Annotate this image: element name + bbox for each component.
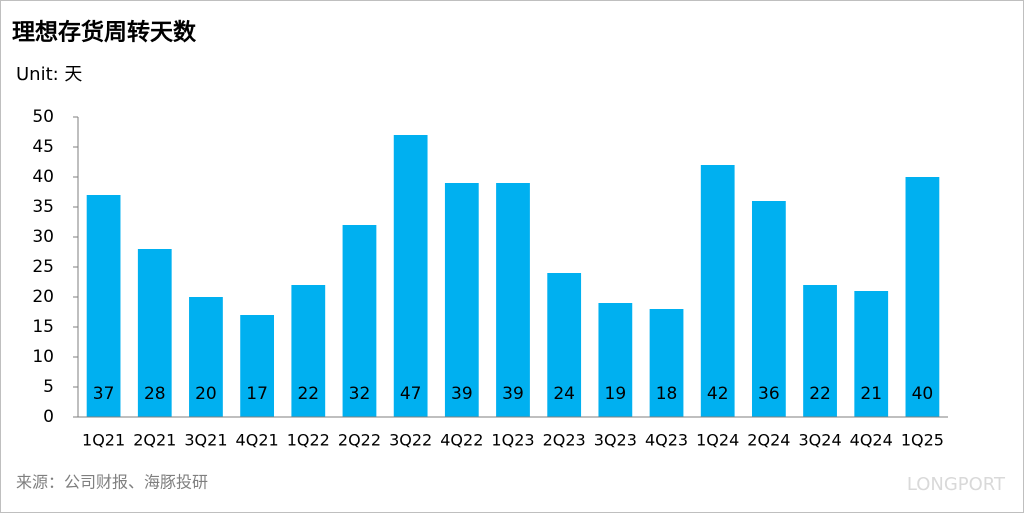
bar: [547, 273, 582, 417]
x-tick-label: 1Q24: [696, 431, 739, 450]
value-label: 20: [195, 384, 217, 404]
value-label: 21: [860, 384, 882, 404]
y-tick-label: 25: [32, 257, 54, 277]
bar: [649, 309, 684, 417]
x-tick-label: 3Q21: [184, 431, 227, 450]
x-tick-label: 4Q23: [645, 431, 688, 450]
x-tick-label: 1Q22: [287, 431, 330, 450]
value-label: 39: [502, 384, 524, 404]
x-tick-label: 2Q21: [133, 431, 176, 450]
y-tick-label: 40: [32, 167, 54, 187]
x-tick-label: 4Q21: [236, 431, 279, 450]
value-label: 24: [553, 384, 575, 404]
bar: [342, 225, 377, 417]
x-tick-label: 3Q22: [389, 431, 432, 450]
value-label: 37: [93, 384, 115, 404]
y-tick-label: 10: [32, 347, 54, 367]
bar: [86, 195, 121, 417]
value-label: 36: [758, 384, 780, 404]
x-tick-label: 3Q24: [798, 431, 841, 450]
x-tick-label: 3Q23: [594, 431, 637, 450]
watermark: LONGPORT: [907, 474, 1006, 495]
y-tick-label: 0: [43, 407, 54, 427]
value-label: 22: [809, 384, 831, 404]
bar: [905, 177, 940, 417]
value-label: 40: [912, 384, 934, 404]
value-label: 19: [605, 384, 627, 404]
value-label: 32: [349, 384, 371, 404]
x-tick-label: 2Q22: [338, 431, 381, 450]
value-label: 39: [451, 384, 473, 404]
x-tick-label: 2Q23: [543, 431, 586, 450]
value-label: 17: [246, 384, 268, 404]
value-label: 18: [656, 384, 678, 404]
bar: [803, 285, 837, 417]
value-label: 28: [144, 384, 166, 404]
y-tick-label: 5: [43, 377, 54, 397]
chart-title: 理想存货周转天数: [12, 19, 197, 46]
bar: [291, 285, 326, 417]
y-tick-label: 30: [32, 227, 54, 247]
y-tick-label: 35: [32, 197, 54, 217]
bar: [393, 135, 428, 417]
bar: [598, 303, 633, 417]
bar: [854, 291, 889, 417]
bar: [240, 315, 275, 417]
y-tick-label: 45: [32, 137, 54, 157]
value-label: 47: [400, 384, 422, 404]
bar: [496, 183, 530, 417]
y-tick-label: 20: [32, 287, 54, 307]
bar: [189, 297, 223, 417]
x-tick-label: 2Q24: [747, 431, 790, 450]
unit-label: Unit: 天: [16, 64, 82, 85]
bar: [137, 249, 172, 417]
x-tick-label: 4Q24: [850, 431, 893, 450]
bar: [444, 183, 479, 417]
value-label: 42: [707, 384, 729, 404]
y-tick-label: 50: [32, 107, 54, 127]
x-tick-label: 1Q21: [82, 431, 125, 450]
x-tick-label: 1Q25: [901, 431, 944, 450]
x-tick-label: 1Q23: [491, 431, 534, 450]
bar: [751, 201, 786, 417]
y-tick-label: 15: [32, 317, 54, 337]
source: 来源：公司财报、海豚投研: [16, 473, 208, 492]
value-label: 22: [297, 384, 319, 404]
bar: [700, 165, 735, 417]
x-tick-label: 4Q22: [440, 431, 483, 450]
